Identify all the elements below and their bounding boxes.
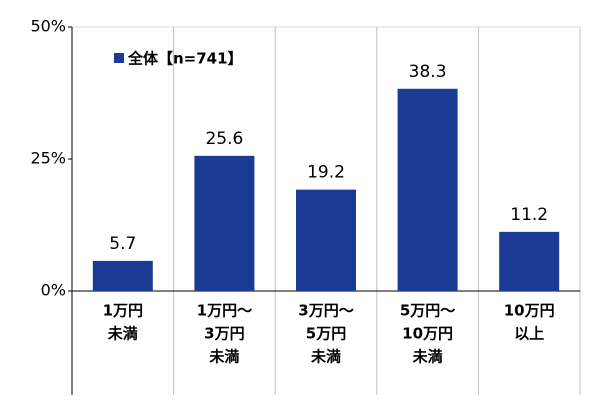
x-tick-label: 5万円 [306,325,346,343]
bar [296,189,356,291]
value-label: 11.2 [510,205,548,225]
x-tick-label: 3万円 [204,325,244,343]
value-label: 38.3 [409,62,447,82]
x-tick-label: 未満 [208,348,239,366]
x-tick-label: 10万円 [504,302,555,320]
y-tick-label: 25% [30,149,66,168]
x-tick-label: 10万円 [402,325,453,343]
x-tick-label: 5万円～ [400,302,455,320]
bar [499,231,560,291]
value-label: 5.7 [109,234,136,254]
x-tick-label: 以上 [514,325,544,343]
x-tick-label: 3万円～ [298,302,353,320]
legend-label: 全体【n=741】 [127,50,243,68]
x-tick-label: 未満 [412,348,443,366]
value-label: 25.6 [205,129,243,149]
y-tick-label: 0% [41,281,66,300]
x-tick-label: 未満 [310,348,341,366]
value-label: 19.2 [307,163,345,183]
x-tick-label: 1万円 [103,302,143,320]
bar [194,155,255,291]
x-tick-label: 未満 [107,325,138,343]
legend-swatch [114,53,124,63]
bar [92,260,153,291]
x-tick-label: 1万円～ [197,302,252,320]
bar [397,88,458,291]
y-tick-label: 50% [30,17,66,36]
